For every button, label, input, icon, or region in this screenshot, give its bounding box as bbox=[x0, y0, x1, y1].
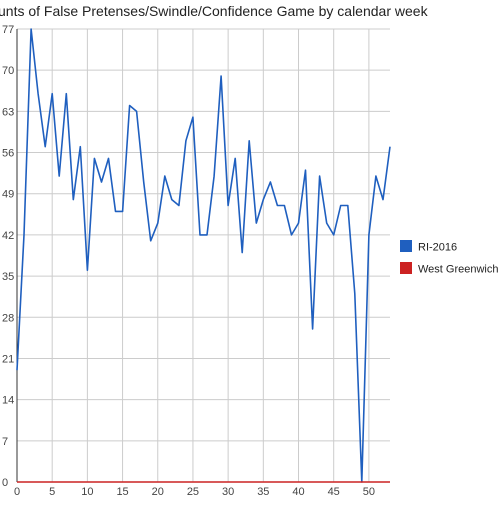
y-tick-label: 7 bbox=[2, 436, 8, 448]
y-tick-label: 28 bbox=[2, 312, 14, 324]
y-tick-label: 0 bbox=[2, 477, 8, 489]
legend: RI-2016 West Greenwich bbox=[400, 240, 499, 276]
axis-tick-labels: 0 7 14 21 28 35 42 49 56 63 70 77 0 5 10 15 20 25 30 35 40 45… bbox=[2, 24, 375, 498]
legend-label-ri-2016: RI-2016 bbox=[418, 242, 457, 254]
y-tick-label: 42 bbox=[2, 230, 14, 242]
legend-label-west-greenwich: West Greenwich bbox=[418, 264, 499, 276]
x-tick-label: 20 bbox=[152, 486, 164, 498]
x-tick-label: 10 bbox=[81, 486, 93, 498]
y-tick-label: 35 bbox=[2, 271, 14, 283]
x-tick-label: 35 bbox=[257, 486, 269, 498]
series-layer bbox=[16, 28, 391, 483]
y-tick-label: 70 bbox=[2, 65, 14, 77]
y-tick-label: 63 bbox=[2, 106, 14, 118]
y-tick-label: 14 bbox=[2, 395, 14, 407]
x-tick-label: 50 bbox=[363, 486, 375, 498]
series-line-ri-2016 bbox=[16, 28, 391, 483]
chart-title: unts of False Pretenses/Swindle/Confiden… bbox=[0, 3, 429, 19]
y-tick-label: 56 bbox=[2, 148, 14, 160]
legend-swatch-ri-2016 bbox=[400, 240, 412, 252]
x-tick-label: 5 bbox=[49, 486, 55, 498]
y-tick-label: 49 bbox=[2, 189, 14, 201]
x-tick-label: 0 bbox=[14, 486, 20, 498]
x-tick-label: 15 bbox=[116, 486, 128, 498]
x-tick-label: 40 bbox=[292, 486, 304, 498]
legend-swatch-west-greenwich bbox=[400, 262, 412, 274]
grid-layer bbox=[16, 28, 390, 483]
x-tick-label: 25 bbox=[187, 486, 199, 498]
y-tick-label: 77 bbox=[2, 24, 14, 36]
x-tick-label: 30 bbox=[222, 486, 234, 498]
y-tick-label: 21 bbox=[2, 353, 14, 365]
x-tick-label: 45 bbox=[328, 486, 340, 498]
